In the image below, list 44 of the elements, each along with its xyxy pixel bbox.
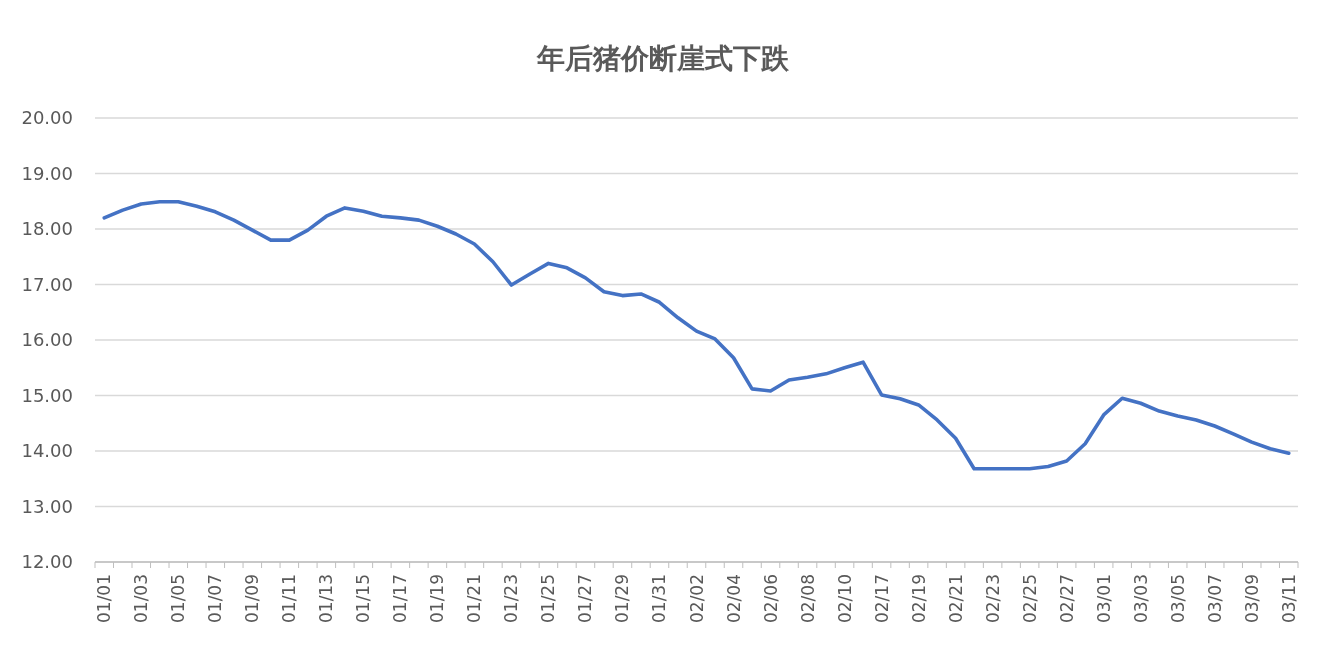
x-tick-label: 01/11 (279, 574, 300, 623)
y-tick-label: 15.00 (21, 384, 73, 406)
x-tick-label: 02/19 (908, 574, 929, 623)
y-tick-label: 18.00 (21, 218, 73, 239)
x-tick-label: 01/15 (353, 574, 374, 623)
y-tick-label: 12.00 (21, 551, 73, 572)
x-tick-label: 03/09 (1241, 574, 1262, 623)
y-tick-label: 19.00 (21, 162, 73, 184)
x-tick-label: 02/23 (982, 574, 1003, 623)
x-tick-label: 01/23 (501, 574, 522, 623)
x-tick-label: 02/08 (797, 574, 818, 623)
x-tick-label: 01/13 (316, 574, 337, 623)
y-tick-label: 17.00 (21, 273, 73, 295)
x-tick-label: 03/03 (1130, 574, 1151, 623)
x-tick-label: 01/29 (612, 574, 633, 623)
x-tick-label: 01/19 (427, 574, 448, 623)
y-tick-label: 16.00 (21, 329, 73, 350)
x-tick-label: 01/25 (538, 574, 559, 623)
x-tick-label: 03/07 (1204, 574, 1225, 623)
x-tick-label: 03/11 (1278, 574, 1299, 623)
x-tick-label: 01/17 (390, 574, 411, 623)
title: 年后猪价断崖式下跌 (537, 42, 789, 75)
x-tick-label: 01/03 (131, 574, 152, 623)
x-tick-label: 02/21 (945, 574, 966, 623)
x-tick-label: 01/09 (242, 574, 263, 623)
x-tick-label: 02/10 (834, 574, 855, 623)
x-tick-label: 02/17 (871, 574, 892, 623)
x-tick-label: 01/31 (649, 574, 670, 623)
x-tick-label: 01/21 (464, 574, 485, 623)
x-tick-label: 02/06 (760, 574, 781, 623)
x-tick-label: 01/05 (168, 574, 189, 623)
y-tick-label: 13.00 (21, 495, 73, 517)
x-tick-label: 01/07 (205, 574, 226, 623)
x-tick-label: 02/25 (1019, 574, 1040, 623)
x-tick-label: 01/01 (94, 574, 115, 623)
line-series (102, 200, 1291, 471)
x-tick-label: 02/27 (1056, 574, 1077, 623)
y-tick-label: 20.00 (21, 107, 73, 128)
x-tick-label: 03/01 (1093, 574, 1114, 623)
x-tick-label: 02/02 (686, 574, 707, 623)
x-tick-label: 01/27 (575, 574, 596, 623)
y-tick-label: 14.00 (21, 440, 73, 461)
x-tick-label: 03/05 (1167, 574, 1188, 623)
x-tick-label: 02/04 (723, 574, 744, 623)
